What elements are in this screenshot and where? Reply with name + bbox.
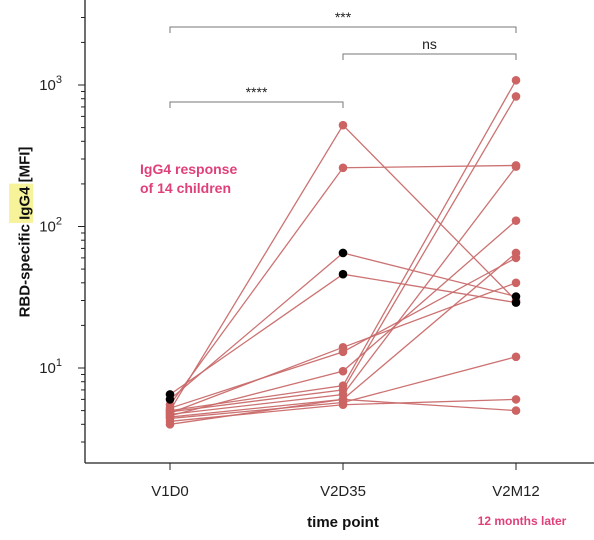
- data-point: [511, 406, 521, 415]
- data-point: [511, 162, 521, 171]
- data-point: [511, 216, 521, 225]
- ylabel-highlight-text: IgG4: [16, 186, 33, 220]
- ylabel-suffix: [MFI]: [16, 147, 33, 187]
- data-point: [511, 352, 521, 362]
- ylabel-highlight: [9, 183, 33, 223]
- significance-bracket: [342, 53, 517, 60]
- data-points: [165, 75, 521, 429]
- y-ticks: 101 102 103: [39, 16, 85, 443]
- x-axis-title: time point: [307, 514, 379, 531]
- data-point: [511, 278, 521, 288]
- significance-label: ***: [335, 9, 352, 25]
- significance-label: ****: [246, 84, 268, 100]
- x-tick-label-v2m12: V2M12: [492, 483, 540, 500]
- significance-brackets: *** ns ****: [169, 9, 517, 108]
- data-point: [338, 395, 348, 404]
- y-axis-title: RBD-specific IgG4 [MFI]: [9, 147, 33, 318]
- significance-label: ns: [422, 36, 437, 52]
- x-tick-label-v2d35: V2D35: [320, 483, 366, 500]
- x-axis-note: 12 months later: [478, 514, 567, 528]
- annotation-line-1: IgG4 response: [140, 161, 237, 177]
- data-point: [338, 347, 348, 357]
- data-point: [511, 298, 521, 307]
- svg-text:RBD-specific IgG4 [MFI]: RBD-specific IgG4 [MFI]: [16, 147, 33, 318]
- data-point: [511, 292, 521, 301]
- data-point: [338, 120, 348, 130]
- x-tick-label-v1d0: V1D0: [151, 483, 189, 500]
- data-point: [338, 269, 348, 279]
- data-point: [511, 75, 521, 85]
- series-line: [169, 166, 517, 416]
- significance-bracket: [169, 26, 517, 33]
- significance-bracket: [169, 101, 344, 108]
- x-ticks: V1D0 V2D35 V2M12: [151, 463, 540, 500]
- annotation-line-2: of 14 children: [140, 180, 231, 196]
- data-point: [338, 366, 348, 376]
- data-point: [511, 395, 521, 404]
- ylabel-prefix: RBD-specific: [16, 220, 33, 318]
- data-point: [338, 248, 348, 258]
- y-tick-label: 103: [39, 74, 62, 94]
- data-point: [511, 248, 521, 258]
- data-point: [338, 163, 348, 173]
- data-point: [165, 390, 175, 399]
- y-tick-label: 102: [39, 216, 62, 236]
- data-point: [511, 92, 521, 101]
- y-tick-label: 101: [39, 357, 62, 377]
- data-point: [165, 420, 175, 429]
- series-line: [169, 79, 517, 412]
